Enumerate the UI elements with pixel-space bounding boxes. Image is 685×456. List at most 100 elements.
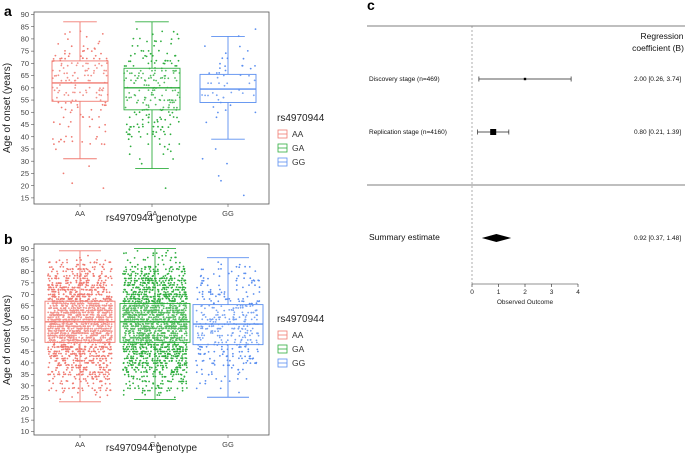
data-point-ga <box>167 387 170 390</box>
data-point-gg <box>197 347 200 350</box>
data-point-gg <box>242 57 245 60</box>
data-point-aa <box>99 284 102 287</box>
data-point-ga <box>140 300 143 302</box>
data-point-aa <box>106 355 109 357</box>
data-point-gg <box>218 82 220 84</box>
data-point-aa <box>54 334 56 337</box>
data-point-ga <box>134 79 137 82</box>
data-point-ga <box>168 389 171 392</box>
data-point-aa <box>81 359 83 362</box>
data-point-ga <box>130 72 133 75</box>
data-point-ga <box>172 158 175 160</box>
data-point-aa <box>85 334 88 337</box>
data-point-aa <box>62 343 65 346</box>
data-point-aa <box>95 375 97 378</box>
data-point-aa <box>76 277 79 279</box>
data-point-ga <box>165 288 168 291</box>
data-point-aa <box>53 89 56 92</box>
data-point-ga <box>172 346 174 348</box>
data-point-aa <box>95 343 97 346</box>
data-point-aa <box>74 71 76 74</box>
data-point-ga <box>129 297 132 300</box>
data-point-aa <box>52 286 55 289</box>
data-point-aa <box>62 270 65 273</box>
data-point-aa <box>77 387 80 390</box>
data-point-aa <box>50 332 53 335</box>
data-point-aa <box>50 266 53 268</box>
data-point-aa <box>56 354 58 357</box>
data-point-aa <box>82 373 84 376</box>
data-point-aa <box>74 87 76 89</box>
legend-label-aa: AA <box>292 129 304 139</box>
data-point-aa <box>85 62 87 65</box>
data-point-aa <box>90 293 93 296</box>
data-point-aa <box>94 393 97 396</box>
data-point-aa <box>85 327 87 330</box>
data-point-aa <box>83 295 85 298</box>
data-point-ga <box>172 69 175 72</box>
data-point-ga <box>147 84 150 87</box>
data-point-aa <box>81 352 84 355</box>
data-point-aa <box>59 334 62 337</box>
data-point-aa <box>49 266 51 269</box>
data-point-ga <box>138 291 140 294</box>
data-point-aa <box>53 307 56 310</box>
data-point-gg <box>215 116 218 119</box>
data-point-ga <box>152 375 155 378</box>
data-point-ga <box>128 116 131 119</box>
data-point-aa <box>81 270 83 273</box>
data-point-aa <box>49 355 51 358</box>
data-point-aa <box>68 298 71 301</box>
data-point-gg <box>244 355 247 358</box>
data-point-aa <box>60 282 62 285</box>
data-point-ga <box>147 121 150 124</box>
data-point-ga <box>138 126 140 129</box>
data-point-ga <box>152 133 154 136</box>
data-point-aa <box>56 270 58 273</box>
data-point-aa <box>91 354 93 357</box>
data-point-ga <box>125 346 128 349</box>
data-point-gg <box>238 346 241 349</box>
data-point-ga <box>178 366 181 369</box>
data-point-aa <box>92 359 94 362</box>
data-point-ga <box>180 357 182 359</box>
data-point-gg <box>223 291 226 293</box>
data-point-aa <box>48 353 50 355</box>
data-point-ga <box>155 79 158 82</box>
data-point-ga <box>183 279 186 282</box>
data-point-aa <box>91 309 94 311</box>
data-point-gg <box>204 380 207 382</box>
data-point-gg <box>237 373 240 376</box>
data-point-ga <box>155 40 158 43</box>
data-point-ga <box>174 298 176 301</box>
data-point-ga <box>145 298 148 301</box>
data-point-aa <box>95 378 98 381</box>
data-point-ga <box>181 277 183 280</box>
data-point-ga <box>142 50 145 52</box>
data-point-ga <box>179 380 182 383</box>
data-point-aa <box>55 353 57 355</box>
data-point-aa <box>110 277 113 280</box>
data-point-ga <box>136 353 138 355</box>
data-point-ga <box>142 357 145 360</box>
data-point-ga <box>123 288 126 291</box>
data-point-aa <box>83 74 86 77</box>
data-point-ga <box>168 350 171 353</box>
data-point-ga <box>132 382 135 385</box>
data-point-aa <box>57 298 60 300</box>
data-point-ga <box>158 295 161 298</box>
data-point-aa <box>71 295 73 298</box>
data-point-ga <box>164 133 166 136</box>
y-tick-label: 75 <box>21 278 29 287</box>
data-point-aa <box>104 279 107 282</box>
data-point-ga <box>146 295 149 298</box>
data-point-ga <box>130 279 133 282</box>
data-point-ga <box>167 279 170 282</box>
data-point-aa <box>68 371 71 374</box>
data-point-ga <box>169 293 172 295</box>
data-point-ga <box>132 377 135 380</box>
data-point-aa <box>77 268 80 270</box>
data-point-ga <box>128 133 131 136</box>
data-point-aa <box>104 298 107 301</box>
data-point-aa <box>100 270 103 273</box>
